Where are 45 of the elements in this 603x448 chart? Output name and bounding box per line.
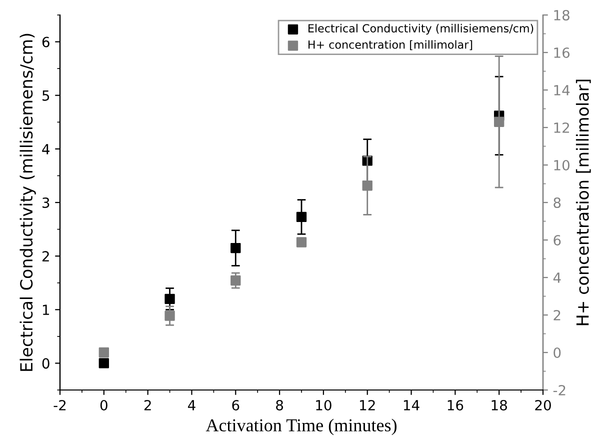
x-tick-label: 16: [448, 400, 464, 410]
point: [362, 180, 372, 191]
point: [98, 347, 109, 358]
x-tick-label: 0: [100, 400, 108, 410]
point: [230, 242, 241, 254]
y-axis-title: Electrical Conductivity (millisiemens/cm): [20, 34, 36, 371]
y2-tick-label: 4: [553, 272, 561, 283]
y2-tick-label: 14: [554, 85, 570, 96]
y-tick-label: 6: [42, 36, 50, 48]
point: [494, 116, 504, 127]
y2-tick-label: 10: [554, 160, 570, 170]
point: [230, 275, 241, 286]
point: [98, 358, 109, 368]
x-tick-label: -2: [54, 400, 66, 410]
x-axis-title: Activation Time (minutes): [206, 418, 397, 436]
x-tick-label: 10: [316, 400, 332, 410]
y2-tick-label: 6: [554, 234, 561, 246]
y2-tick-label: 8: [554, 197, 561, 208]
legend-label: Electrical Conductivity (millisiemens/cm): [308, 24, 534, 35]
y-tick-label: 5: [42, 90, 50, 101]
y2-tick-label: 16: [554, 47, 570, 58]
point: [296, 212, 307, 222]
y2-tick-label: -2: [553, 384, 566, 396]
x-tick-label: 6: [232, 400, 240, 410]
x-tick-label: 4: [188, 400, 196, 410]
y-tick-label: 4: [42, 144, 50, 154]
point: [164, 310, 175, 321]
legend-label: H+ concentration [millimolar]: [308, 40, 472, 50]
y-tick-label: 2: [42, 251, 49, 262]
x-tick-label: 20: [535, 400, 551, 410]
y-tick-label: 1: [42, 304, 49, 315]
point: [164, 294, 175, 304]
point: [296, 237, 307, 248]
x-tick-label: 2: [144, 400, 151, 410]
x-tick-label: 14: [404, 400, 420, 410]
x-tick-label: 8: [276, 400, 284, 410]
x-tick-label: 12: [360, 400, 375, 410]
y2-tick-label: 0: [554, 347, 561, 358]
x-tick-label: 18: [492, 400, 507, 410]
y2-tick-label: 12: [554, 122, 570, 133]
y2-tick-label: 2: [554, 310, 560, 320]
y-tick-label: 0: [42, 358, 50, 369]
y2-axis-title: H+ concentration [millimolar]: [576, 80, 591, 326]
y-tick-label: 3: [42, 197, 50, 208]
y2-tick-label: 18: [554, 10, 570, 20]
